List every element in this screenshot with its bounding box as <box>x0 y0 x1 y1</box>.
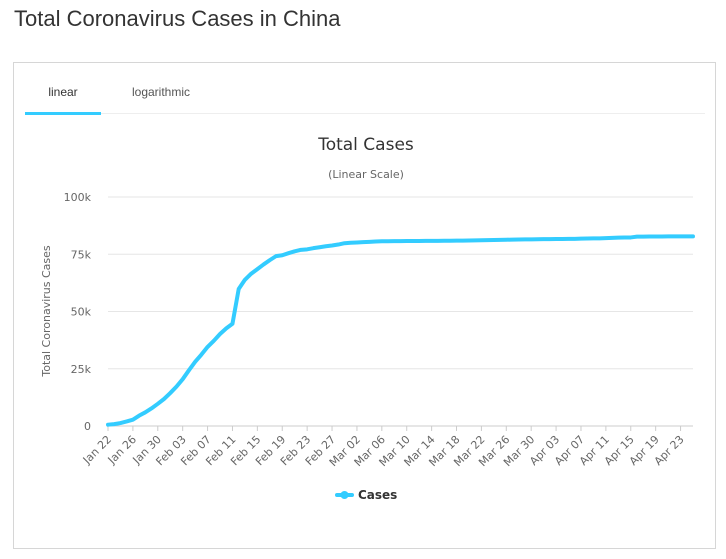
grid-lines <box>108 196 693 427</box>
y-tick-label: 75k <box>71 248 92 261</box>
legend-marker-cases <box>340 491 349 499</box>
y-tick-label: 100k <box>64 191 92 204</box>
chart-title: Total Cases <box>317 135 414 155</box>
series-line-cases <box>106 234 695 427</box>
page-title: Total Coronavirus Cases in China <box>14 6 341 31</box>
y-axis-title: Total Coronavirus Cases <box>40 245 53 378</box>
scale-tabs: linear logarithmic <box>25 79 705 115</box>
tab-logarithmic[interactable]: logarithmic <box>131 85 191 99</box>
y-tick-label: 50k <box>71 306 92 319</box>
legend-label-cases: Cases <box>358 488 397 502</box>
tab-linear[interactable]: linear <box>25 79 101 115</box>
chart-panel: linear logarithmic <box>13 62 716 549</box>
y-ticks: 0 25k 50k 75k 100k <box>64 191 92 433</box>
legend[interactable]: Cases <box>335 488 397 502</box>
chart-subtitle: (Linear Scale) <box>328 168 404 181</box>
y-tick-label: 25k <box>71 363 92 376</box>
y-tick-label: 0 <box>84 420 91 433</box>
